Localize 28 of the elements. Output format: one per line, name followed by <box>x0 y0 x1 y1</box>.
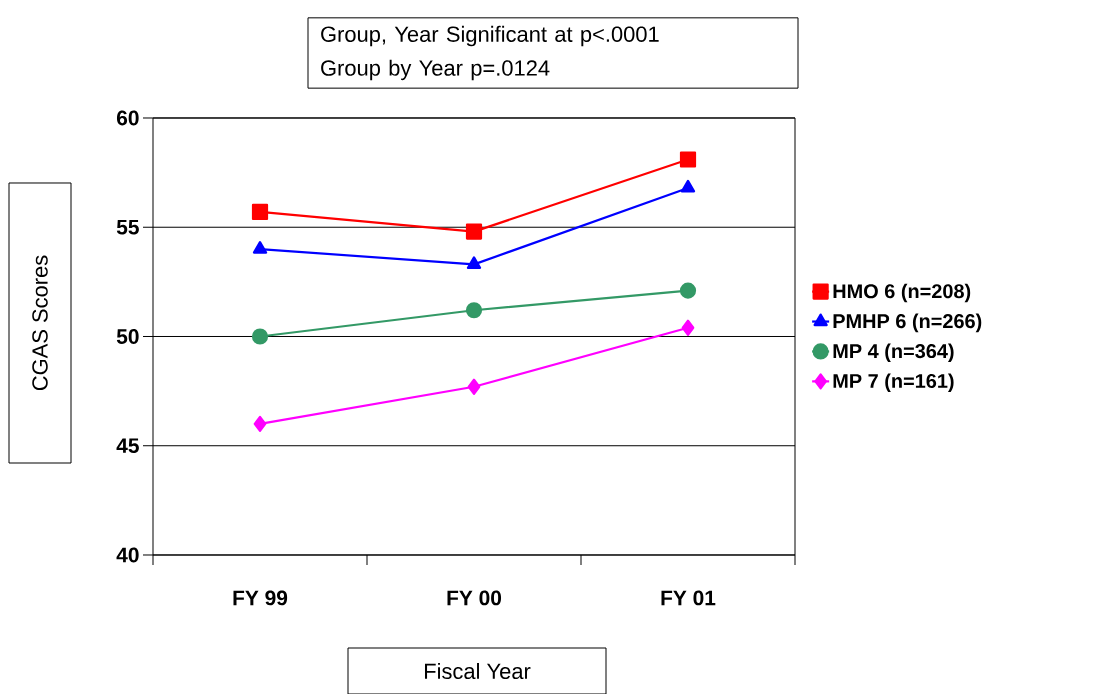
point <box>679 282 697 299</box>
y-tick-label: 60 <box>116 110 139 126</box>
y-axis-title: CGAS Scores <box>32 255 48 390</box>
legend-label: MP 4 (n=364) <box>833 343 954 362</box>
y-tick-label: 40 <box>116 547 139 563</box>
y-tick-label: 50 <box>116 328 139 344</box>
point <box>465 223 483 240</box>
x-tick-label: FY 99 <box>233 590 288 606</box>
point <box>681 319 695 336</box>
point <box>679 151 697 168</box>
x-axis-title: Fiscal Year <box>425 662 531 679</box>
y-tick-label: 55 <box>116 219 139 235</box>
point <box>253 415 267 432</box>
point <box>680 179 696 193</box>
text: Group, Year Significant at p<.0001 <box>321 25 659 47</box>
legend-label: MP 7 (n=161) <box>833 373 954 392</box>
point <box>251 328 269 345</box>
point <box>252 240 268 254</box>
point <box>466 256 482 269</box>
point <box>251 203 269 220</box>
y-tick-label: 45 <box>116 438 139 453</box>
point <box>465 301 483 319</box>
point <box>467 378 481 395</box>
text: Group by Year p=.0124 <box>321 59 550 80</box>
legend-label: PMHP 6 (n=266) <box>833 313 982 332</box>
legend-label: HMO 6 (n=208) <box>833 283 971 302</box>
x-tick-label: FY 00 <box>447 590 502 606</box>
x-tick-label: FY 01 <box>661 590 716 606</box>
